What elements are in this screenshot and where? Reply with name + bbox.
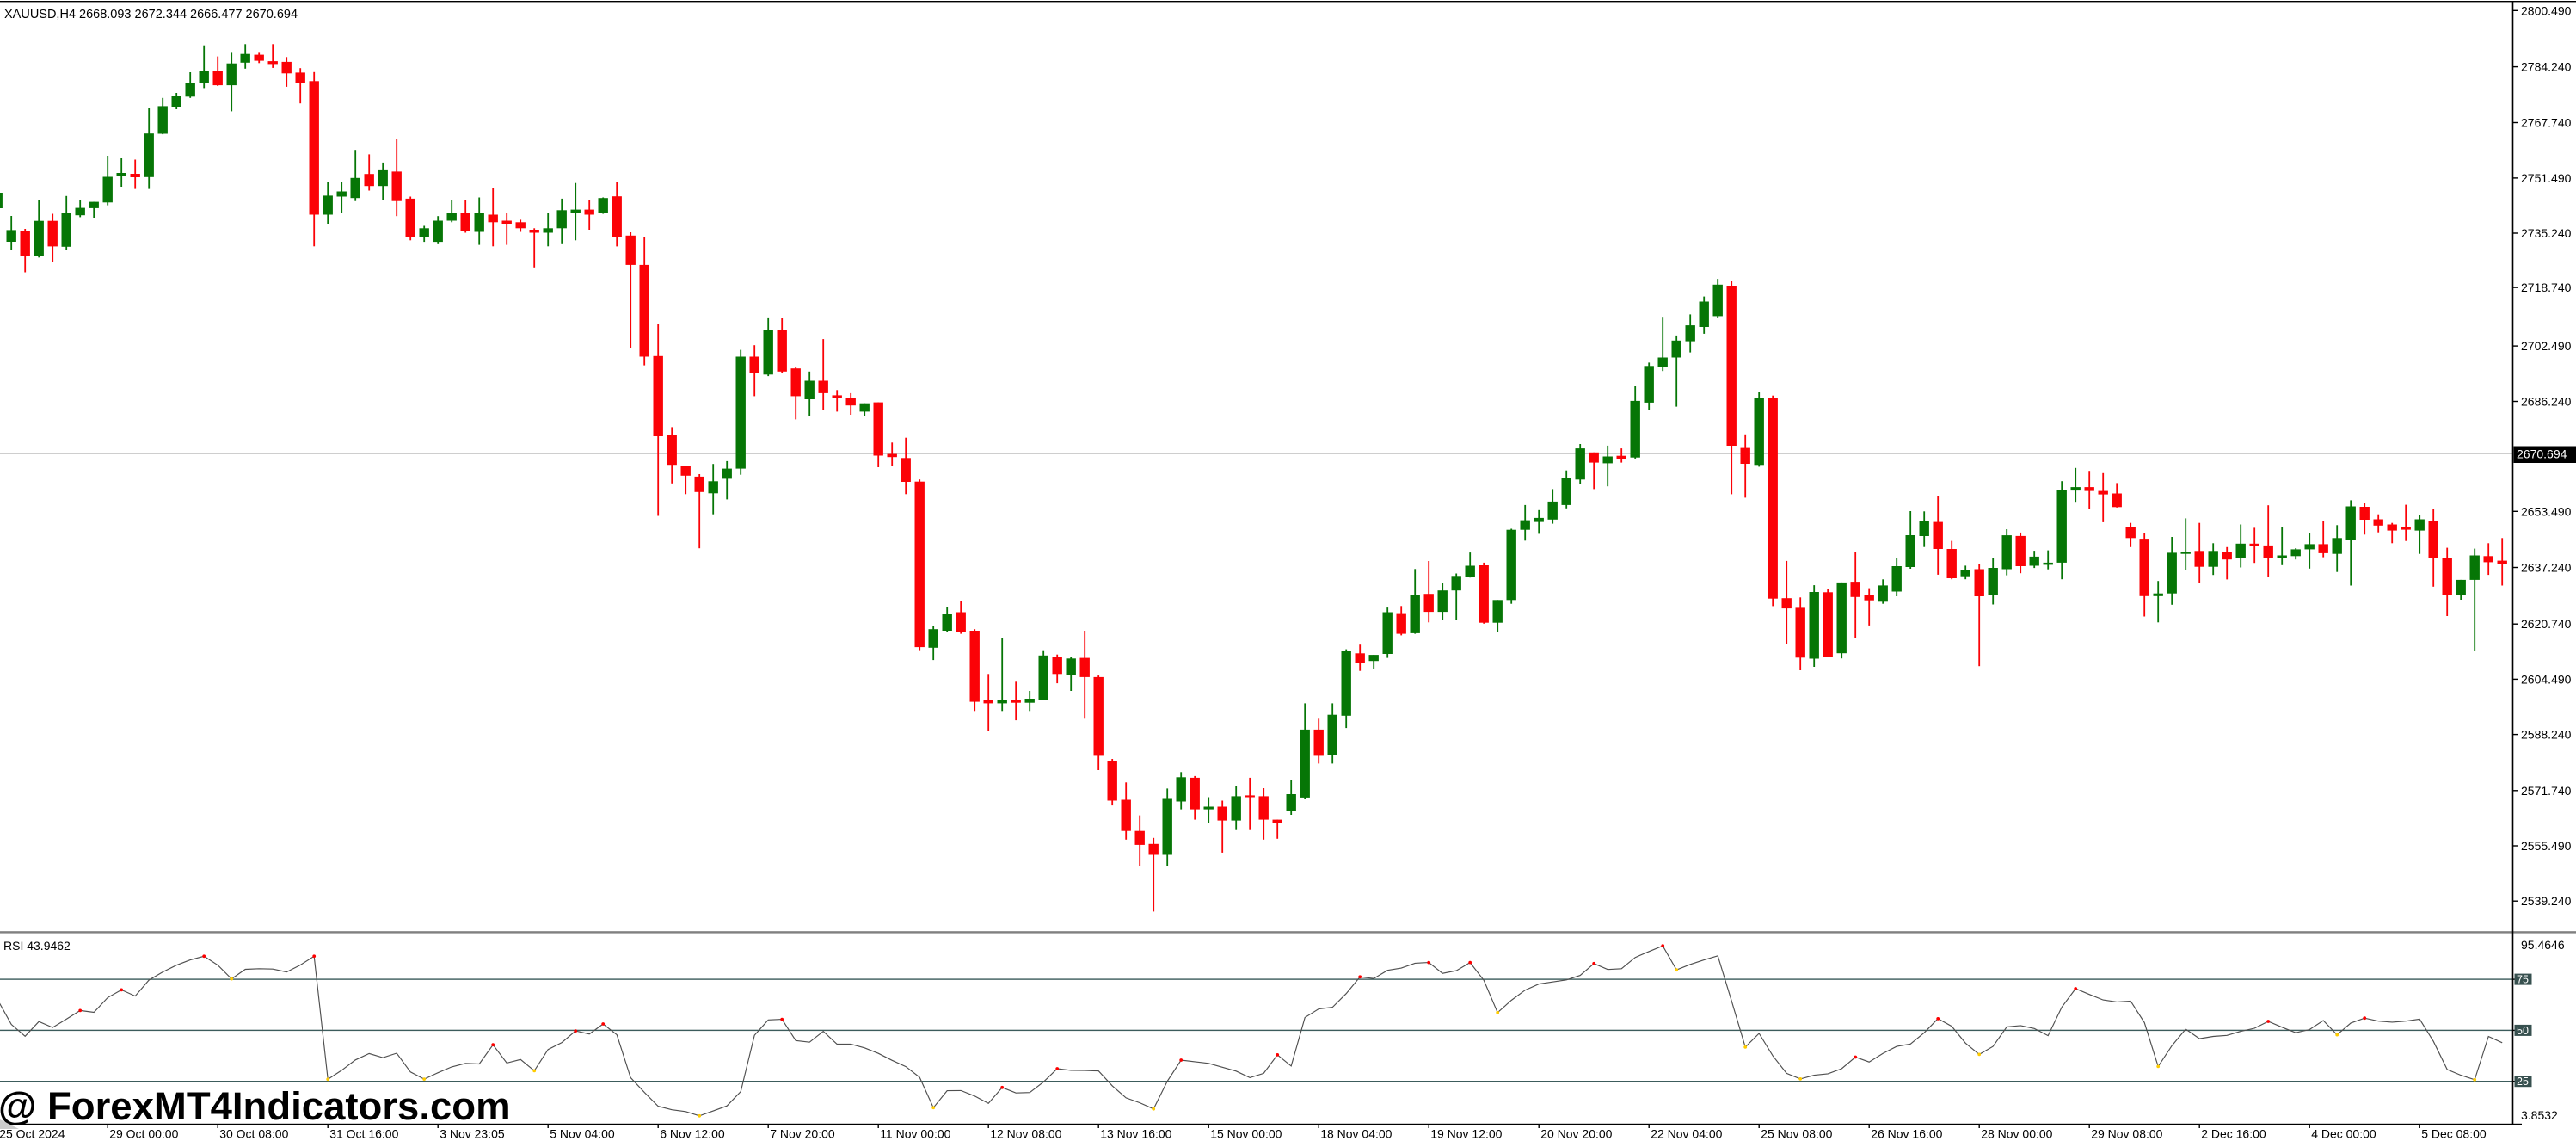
svg-text:XAUUSD,H4 2668.093 2672.344 2: XAUUSD,H4 2668.093 2672.344 2666.477 267… (4, 8, 298, 22)
svg-text:3.8532: 3.8532 (2521, 1108, 2558, 1122)
svg-text:2539.240: 2539.240 (2521, 894, 2572, 908)
svg-text:5 Dec 08:00: 5 Dec 08:00 (2421, 1127, 2487, 1141)
svg-text:19 Nov 12:00: 19 Nov 12:00 (1430, 1127, 1502, 1141)
svg-text:28 Nov 00:00: 28 Nov 00:00 (1981, 1127, 2052, 1141)
svg-text:50: 50 (2517, 1025, 2529, 1037)
svg-text:3 Nov 23:05: 3 Nov 23:05 (440, 1127, 505, 1141)
svg-text:7 Nov 20:00: 7 Nov 20:00 (770, 1127, 835, 1141)
svg-text:2571.740: 2571.740 (2521, 784, 2572, 798)
svg-text:4 Dec 00:00: 4 Dec 00:00 (2311, 1127, 2376, 1141)
svg-text:2718.740: 2718.740 (2521, 281, 2572, 294)
svg-text:2686.240: 2686.240 (2521, 395, 2572, 409)
svg-text:2588.240: 2588.240 (2521, 728, 2572, 742)
svg-text:2800.490: 2800.490 (2521, 3, 2572, 17)
svg-text:2620.740: 2620.740 (2521, 617, 2572, 631)
svg-text:31 Oct 16:00: 31 Oct 16:00 (329, 1127, 398, 1141)
svg-text:30 Oct 08:00: 30 Oct 08:00 (219, 1127, 288, 1141)
svg-text:2604.490: 2604.490 (2521, 672, 2572, 686)
svg-text:@ ForexMT4Indicators.com: @ ForexMT4Indicators.com (0, 1084, 511, 1128)
svg-text:2702.490: 2702.490 (2521, 339, 2572, 353)
svg-text:15 Nov 00:00: 15 Nov 00:00 (1210, 1127, 1282, 1141)
svg-text:95.4646: 95.4646 (2521, 938, 2565, 952)
svg-text:5 Nov 04:00: 5 Nov 04:00 (550, 1127, 615, 1141)
svg-text:2637.240: 2637.240 (2521, 561, 2572, 575)
svg-text:2784.240: 2784.240 (2521, 60, 2572, 74)
svg-text:2735.240: 2735.240 (2521, 226, 2572, 240)
svg-text:18 Nov 04:00: 18 Nov 04:00 (1320, 1127, 1392, 1141)
svg-text:29 Nov 08:00: 29 Nov 08:00 (2091, 1127, 2162, 1141)
svg-text:29 Oct 00:00: 29 Oct 00:00 (109, 1127, 178, 1141)
svg-text:2670.694: 2670.694 (2517, 447, 2567, 461)
svg-text:12 Nov 08:00: 12 Nov 08:00 (990, 1127, 1061, 1141)
svg-text:2 Dec 16:00: 2 Dec 16:00 (2201, 1127, 2266, 1141)
svg-text:75: 75 (2517, 974, 2529, 986)
svg-text:2555.490: 2555.490 (2521, 839, 2572, 853)
svg-text:2653.490: 2653.490 (2521, 504, 2572, 518)
svg-text:6 Nov 12:00: 6 Nov 12:00 (660, 1127, 725, 1141)
svg-text:2767.740: 2767.740 (2521, 116, 2572, 130)
svg-text:20 Nov 20:00: 20 Nov 20:00 (1540, 1127, 1612, 1141)
svg-text:RSI 43.9462: RSI 43.9462 (3, 939, 71, 953)
svg-text:26 Nov 16:00: 26 Nov 16:00 (1871, 1127, 1942, 1141)
svg-text:25: 25 (2517, 1076, 2529, 1088)
svg-text:22 Nov 04:00: 22 Nov 04:00 (1651, 1127, 1722, 1141)
svg-text:25 Nov 08:00: 25 Nov 08:00 (1761, 1127, 1832, 1141)
svg-text:13 Nov 16:00: 13 Nov 16:00 (1100, 1127, 1171, 1141)
svg-text:11 Nov 00:00: 11 Nov 00:00 (880, 1127, 950, 1141)
svg-text:2751.490: 2751.490 (2521, 171, 2572, 185)
